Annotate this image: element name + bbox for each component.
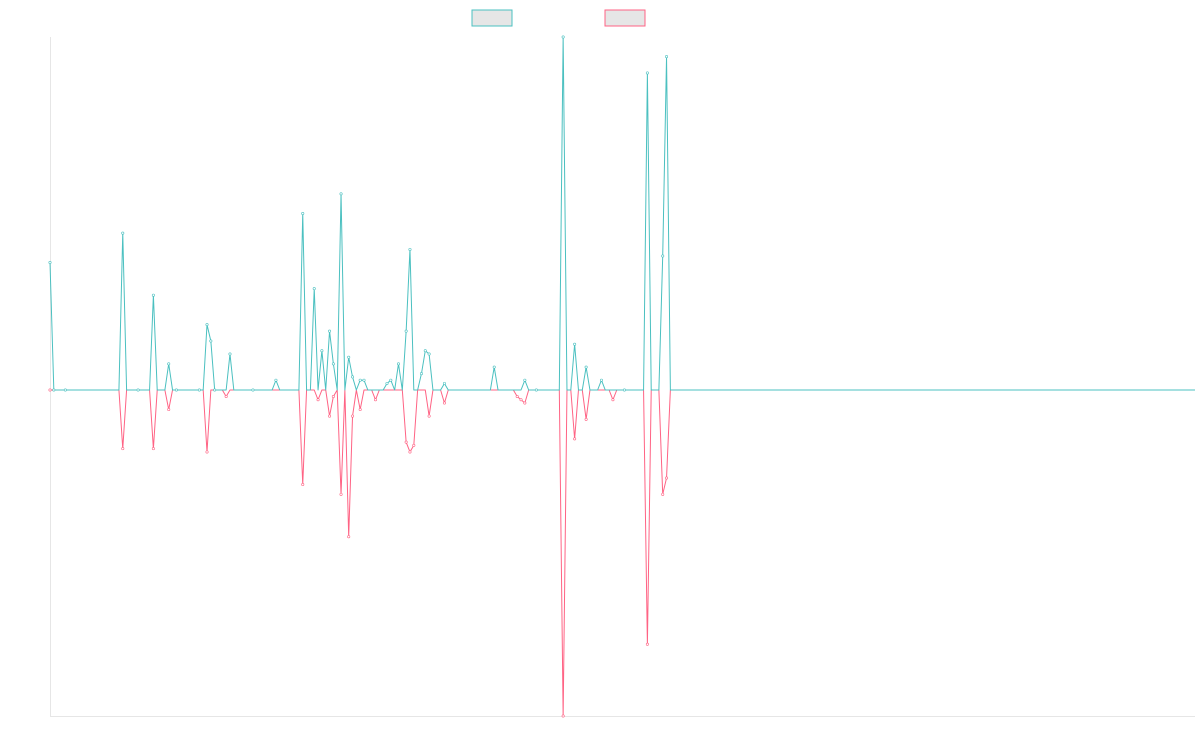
series-line-b <box>50 389 1195 717</box>
data-point-a <box>339 192 343 196</box>
data-point-b <box>442 401 446 405</box>
data-point-a <box>665 55 669 59</box>
data-point-a <box>274 378 278 382</box>
data-point-b <box>665 476 669 480</box>
data-point-a <box>358 378 362 382</box>
data-point-a <box>301 212 305 216</box>
data-point-a <box>523 378 527 382</box>
legend <box>471 9 646 27</box>
data-point-b <box>519 398 523 402</box>
data-point-a <box>534 388 538 392</box>
data-point-a <box>174 388 178 392</box>
data-point-a <box>389 378 393 382</box>
data-point-a <box>351 375 355 379</box>
data-point-b <box>358 408 362 412</box>
data-point-a <box>362 378 366 382</box>
data-point-a <box>205 323 209 327</box>
data-point-a <box>331 362 335 366</box>
data-point-b <box>408 450 412 454</box>
data-point-b <box>301 483 305 487</box>
data-point-b <box>331 395 335 399</box>
data-point-a <box>584 365 588 369</box>
data-point-b <box>328 414 332 418</box>
data-point-a <box>661 254 665 258</box>
data-point-a <box>209 339 213 343</box>
data-point-a <box>622 388 626 392</box>
data-point-a <box>419 372 423 376</box>
data-point-a <box>136 388 140 392</box>
data-point-b <box>515 395 519 399</box>
data-point-a <box>63 388 67 392</box>
data-point-a <box>427 352 431 356</box>
data-point-b <box>427 414 431 418</box>
data-point-a <box>328 329 332 333</box>
data-point-a <box>404 329 408 333</box>
legend-swatch-series-b[interactable] <box>604 9 646 27</box>
data-point-a <box>320 349 324 353</box>
plot-area <box>48 35 1195 718</box>
data-point-a <box>573 342 577 346</box>
data-point-b <box>316 398 320 402</box>
data-point-a <box>347 355 351 359</box>
data-point-a <box>228 352 232 356</box>
data-point-b <box>611 398 615 402</box>
data-point-b <box>661 492 665 496</box>
data-point-a <box>599 378 603 382</box>
data-point-a <box>151 293 155 297</box>
data-point-b <box>224 395 228 399</box>
data-point-a <box>492 365 496 369</box>
data-point-b <box>404 440 408 444</box>
data-point-a <box>396 362 400 366</box>
data-point-b <box>573 437 577 441</box>
data-point-b <box>48 388 52 392</box>
series-line-a <box>49 36 1195 391</box>
data-point-a <box>645 71 649 75</box>
data-point-a <box>423 349 427 353</box>
legend-swatch-series-a[interactable] <box>471 9 513 27</box>
data-point-b <box>351 414 355 418</box>
data-point-b <box>151 447 155 451</box>
data-point-b <box>205 450 209 454</box>
data-point-b <box>167 408 171 412</box>
data-point-a <box>408 247 412 251</box>
data-point-a <box>312 287 316 291</box>
data-point-a <box>561 35 565 39</box>
data-point-a <box>121 231 125 235</box>
data-point-b <box>373 398 377 402</box>
data-point-a <box>52 388 56 392</box>
data-point-b <box>339 492 343 496</box>
data-point-a <box>442 381 446 385</box>
data-point-a <box>167 362 171 366</box>
data-point-b <box>347 535 351 539</box>
data-point-b <box>561 714 565 718</box>
axes <box>50 37 1195 717</box>
data-point-a <box>213 388 217 392</box>
data-point-a <box>251 388 255 392</box>
data-point-a <box>197 388 201 392</box>
data-point-b <box>584 417 588 421</box>
data-point-b <box>412 443 416 447</box>
data-point-a <box>48 261 52 265</box>
data-point-b <box>121 447 125 451</box>
data-point-a <box>385 381 389 385</box>
data-point-b <box>645 642 649 646</box>
data-point-b <box>523 401 527 405</box>
